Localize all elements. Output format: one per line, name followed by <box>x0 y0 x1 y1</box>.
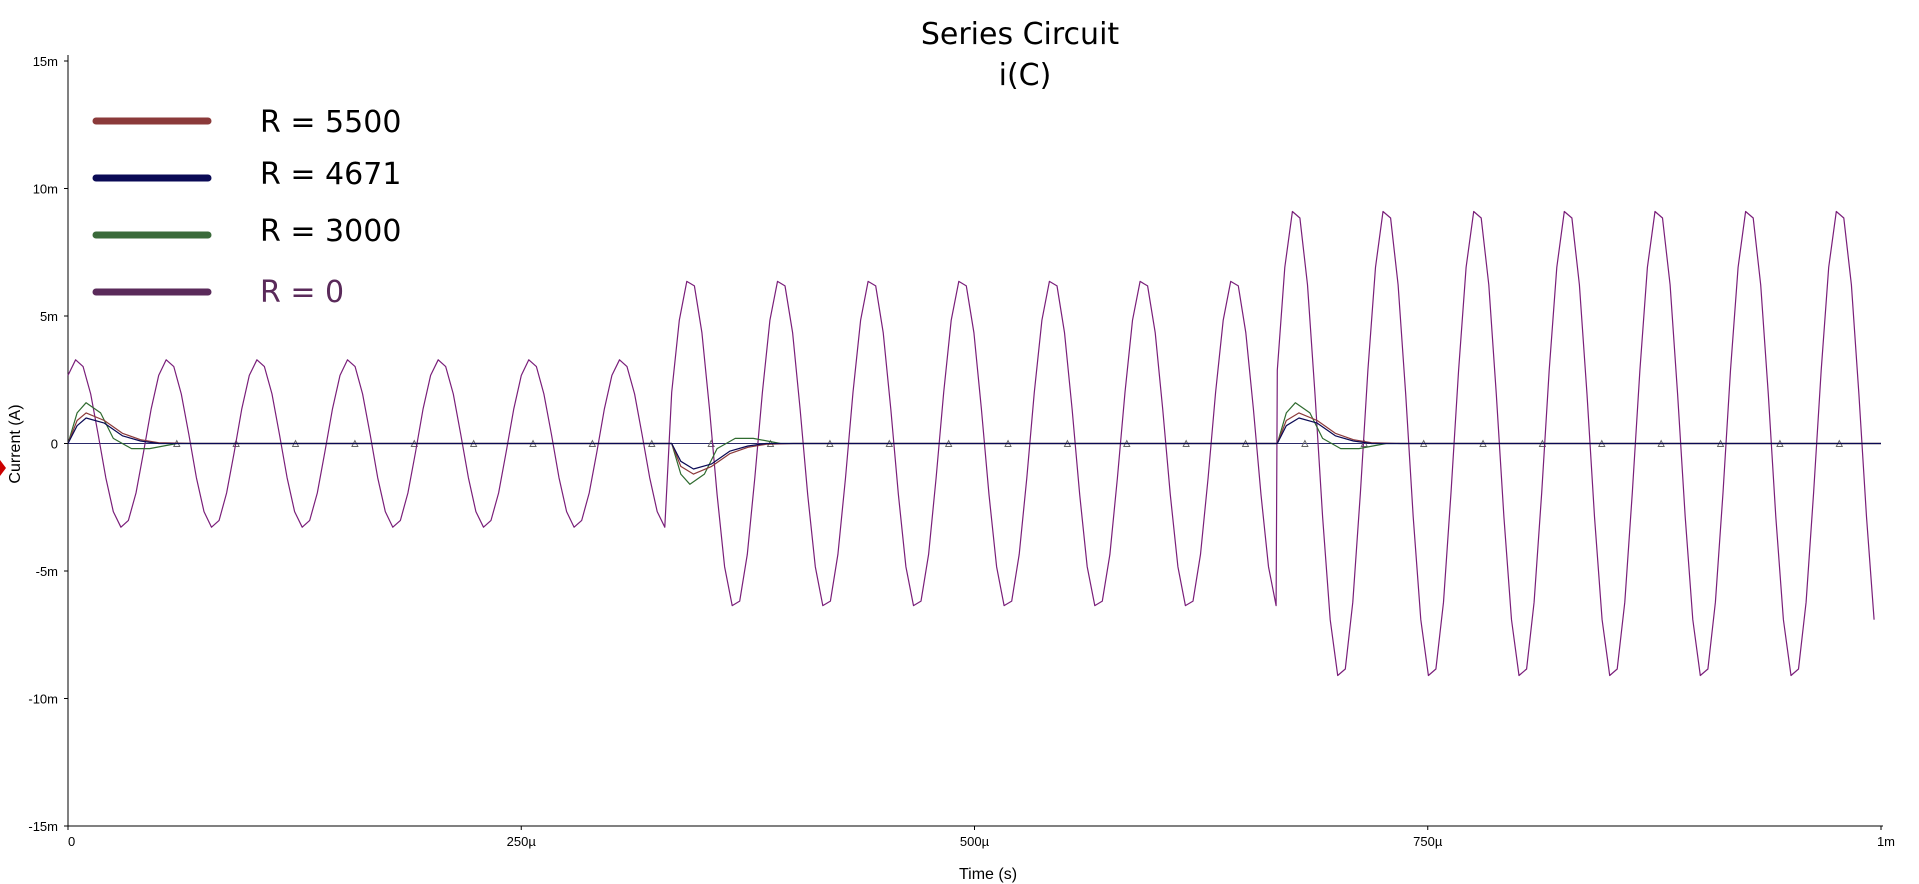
legend-label: R = 0 <box>260 275 344 310</box>
y-tick-label: -10m <box>28 692 58 707</box>
y-tick-label: 10m <box>33 182 58 197</box>
series-line-3 <box>67 210 1875 677</box>
series-line-2 <box>67 402 1881 485</box>
chart-subtitle: i(C) <box>999 58 1052 93</box>
x-tick-label: 1m <box>1877 834 1895 849</box>
x-axis-label: Time (s) <box>959 866 1017 883</box>
series-group <box>67 210 1881 677</box>
series-line-1 <box>67 417 1881 470</box>
selection-marker[interactable] <box>0 460 6 476</box>
legend: R = 5500 R = 4671 R = 3000 R = 0 <box>92 105 401 310</box>
legend-label: R = 4671 <box>260 157 401 192</box>
y-tick-label: 0 <box>51 437 58 452</box>
legend-label: R = 3000 <box>260 214 401 249</box>
zero-marker <box>1301 439 1309 447</box>
y-tick-label: 5m <box>40 309 58 324</box>
x-tick-label: 750µ <box>1413 834 1443 849</box>
x-tick-label: 0 <box>68 834 75 849</box>
y-tick-label: -5m <box>36 564 58 579</box>
series-line-0 <box>67 412 1881 475</box>
y-tick-label: -15m <box>28 819 58 834</box>
chart-title: Series Circuit <box>921 17 1120 52</box>
y-tick-label: 15m <box>33 54 58 69</box>
x-tick-label: 250µ <box>507 834 537 849</box>
y-axis-label: Current (A) <box>7 404 24 483</box>
zero-marker <box>1360 439 1369 447</box>
x-tick-label: 500µ <box>960 834 990 849</box>
legend-label: R = 5500 <box>260 105 401 140</box>
